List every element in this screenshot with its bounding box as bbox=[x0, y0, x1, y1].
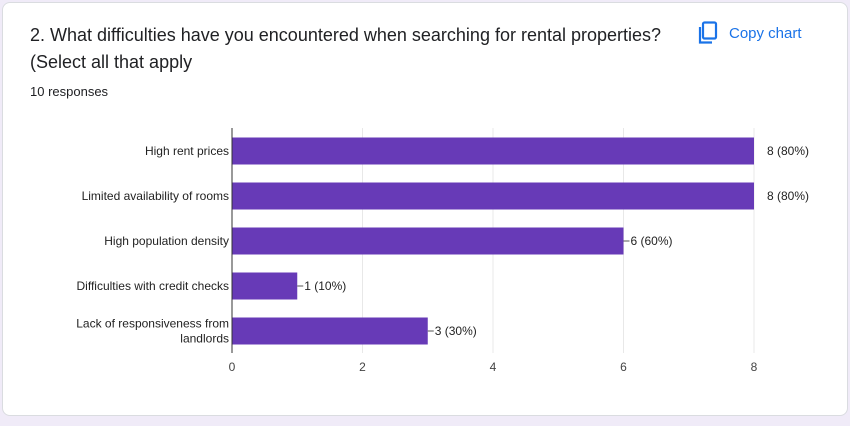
bar bbox=[232, 182, 754, 210]
category-label: High population density bbox=[104, 234, 229, 248]
category-label-line: High rent prices bbox=[145, 144, 229, 158]
responses-count: 10 responses bbox=[30, 84, 109, 99]
data-label: 3 (30%) bbox=[435, 324, 477, 338]
copy-chart-label: Copy chart bbox=[729, 24, 802, 42]
category-label-line: Difficulties with credit checks bbox=[77, 279, 230, 293]
category-label: Difficulties with credit checks bbox=[77, 279, 230, 293]
question-title-line2: (Select all that apply bbox=[30, 52, 193, 72]
copy-icon bbox=[698, 21, 718, 44]
bar bbox=[232, 272, 298, 300]
x-tick-label: 6 bbox=[620, 360, 627, 374]
category-label-line: landlords bbox=[180, 332, 229, 346]
bar bbox=[232, 227, 624, 255]
category-label: High rent prices bbox=[145, 144, 229, 158]
x-tick-label: 0 bbox=[229, 360, 236, 374]
data-label: 6 (60%) bbox=[631, 234, 673, 248]
copy-chart-button[interactable]: Copy chart bbox=[697, 18, 802, 48]
question-title: 2. What difficulties have you encountere… bbox=[30, 22, 680, 76]
data-label: 8 (80%) bbox=[767, 189, 809, 203]
data-label: 1 (10%) bbox=[304, 279, 346, 293]
axes: 0 2 4 6 8 High rent prices 8 (80%) Limited avai… bbox=[76, 128, 809, 374]
data-label: 8 (80%) bbox=[767, 144, 809, 158]
bars bbox=[232, 137, 754, 345]
bar bbox=[232, 317, 428, 345]
x-tick-label: 2 bbox=[359, 360, 366, 374]
x-tick-label: 4 bbox=[490, 360, 497, 374]
category-label: Limited availability of rooms bbox=[82, 189, 229, 203]
bar bbox=[232, 137, 754, 165]
category-label-line: Lack of responsiveness from bbox=[76, 317, 229, 331]
question-title-line1: 2. What difficulties have you encountere… bbox=[30, 25, 662, 45]
x-tick-label: 8 bbox=[751, 360, 758, 374]
category-label-line: Limited availability of rooms bbox=[82, 189, 229, 203]
category-label-line: High population density bbox=[104, 234, 229, 248]
